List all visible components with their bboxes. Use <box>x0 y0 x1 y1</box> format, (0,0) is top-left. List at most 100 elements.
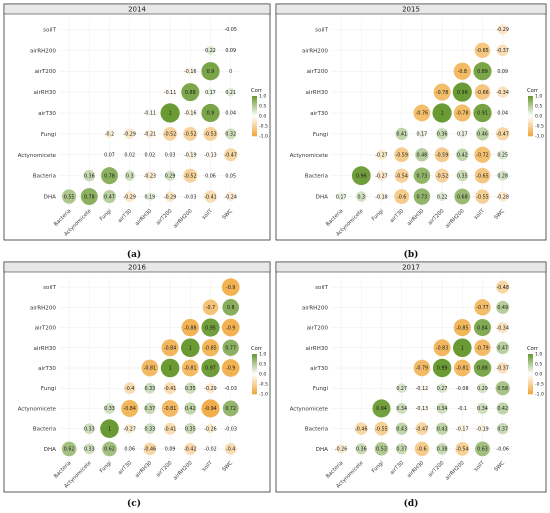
legend-gradient-step <box>252 364 257 366</box>
corr-value-label: 0.25 <box>497 152 508 158</box>
corr-circle <box>418 384 426 392</box>
corr-value-label: 0.36 <box>437 132 448 138</box>
legend-gradient-step <box>252 97 257 99</box>
legend-gradient-step <box>528 377 533 379</box>
corr-circle <box>229 427 233 431</box>
corr-value-label: 0.42 <box>497 406 508 412</box>
corr-value-label: -0.16 <box>184 111 196 117</box>
corr-circle <box>474 167 491 184</box>
corr-value-label: -0.81 <box>144 366 156 372</box>
corr-value-label: 0.33 <box>84 447 95 453</box>
corr-value-label: 1 <box>169 111 172 117</box>
corr-circle <box>455 442 470 456</box>
corr-value-label: 0.21 <box>225 90 236 96</box>
legend-gradient-step <box>528 366 533 368</box>
corr-value-label: -0.79 <box>476 345 488 351</box>
legend-gradient-step <box>252 363 257 365</box>
corr-value-label: 0.19 <box>145 194 156 200</box>
corr-circle <box>354 422 368 435</box>
legend-gradient-step <box>252 132 257 134</box>
legend-gradient-step <box>252 377 257 379</box>
legend-gradient-step <box>528 107 533 109</box>
corr-circle <box>228 27 233 32</box>
corr-value-label: -0.52 <box>184 132 196 138</box>
corr-value-label: 0.91 <box>477 111 488 117</box>
legend-gradient-step <box>252 120 257 122</box>
corr-value-label: 0.33 <box>84 426 95 432</box>
legend-gradient-step <box>528 376 533 378</box>
corr-value-label: -0.78 <box>436 90 448 96</box>
legend-gradient-step <box>252 107 257 109</box>
corr-value-label: -0.03 <box>224 386 236 392</box>
corr-circle <box>433 339 451 357</box>
corr-value-label: -0.28 <box>496 194 508 200</box>
legend-gradient-step <box>252 366 257 368</box>
corr-circle <box>432 358 452 378</box>
y-tick-label: airT30 <box>310 366 328 372</box>
corr-value-label: -0.81 <box>456 366 468 372</box>
corr-value-label: -0.55 <box>476 194 488 200</box>
legend-tick-label: -0.5 <box>259 382 268 388</box>
corr-circle <box>206 88 215 97</box>
corr-value-label: 0 <box>229 69 232 75</box>
legend-gradient-step <box>528 356 533 358</box>
legend-title: Corr <box>527 346 539 352</box>
corr-value-label: -0.65 <box>476 48 488 54</box>
legend-gradient-step <box>252 373 257 375</box>
corr-circle <box>436 422 449 435</box>
legend-gradient-step <box>528 370 533 372</box>
corr-circle <box>474 42 491 59</box>
legend-gradient-step <box>528 123 533 125</box>
corr-circle <box>413 104 431 122</box>
corr-circle <box>102 441 117 457</box>
legend-gradient-step <box>528 386 533 388</box>
corr-value-label: -0.8 <box>458 69 467 75</box>
legend-gradient-step <box>252 386 257 388</box>
corr-value-label: -0.34 <box>496 90 508 96</box>
corr-value-label: -0.41 <box>164 426 176 432</box>
corr-circle <box>356 191 367 202</box>
corr-circle <box>186 150 195 159</box>
legend-title: Corr <box>251 88 263 94</box>
y-tick-label: Actynomicete <box>18 406 57 412</box>
corr-value-label: -0.66 <box>476 90 488 96</box>
corr-value-label: -0.59 <box>395 152 407 158</box>
corr-circle <box>417 129 426 138</box>
corr-circle <box>473 62 492 81</box>
legend-gradient-step <box>252 382 257 384</box>
legend-gradient-step <box>528 122 533 124</box>
corr-value-label: 0.17 <box>205 90 216 96</box>
legend-gradient-step <box>252 379 257 381</box>
legend-gradient-step <box>252 390 257 392</box>
corr-circle <box>453 62 471 80</box>
corr-circle <box>395 127 408 141</box>
corr-circle <box>184 402 197 415</box>
panel-frame <box>3 3 271 241</box>
corr-circle <box>496 300 510 314</box>
corr-circle <box>474 146 491 163</box>
legend-gradient-step <box>528 391 533 393</box>
corr-value-label: 0.07 <box>104 152 115 158</box>
corr-value-label: 0.35 <box>457 173 468 179</box>
legend-gradient-step <box>528 379 533 381</box>
legend-gradient-step <box>528 129 533 131</box>
legend-tick-label: -1.0 <box>535 134 544 140</box>
corr-value-label: -0.47 <box>224 152 236 158</box>
legend-gradient-step <box>252 392 257 394</box>
corr-circle <box>496 127 510 141</box>
legend-gradient-step <box>252 360 257 362</box>
corr-circle <box>454 188 471 205</box>
legend-gradient-step <box>528 381 533 383</box>
legend-gradient-step <box>528 363 533 365</box>
legend-tick-label: 1.0 <box>259 352 266 358</box>
corr-circle <box>83 423 95 435</box>
legend-gradient-step <box>528 378 533 380</box>
corr-value-label: -0.77 <box>476 305 488 311</box>
corr-value-label: 0.41 <box>396 132 407 138</box>
legend-gradient-step <box>528 130 533 132</box>
legend-gradient-step <box>528 385 533 387</box>
corr-circle <box>221 359 240 377</box>
legend-gradient-step <box>528 359 533 361</box>
legend-gradient-step <box>252 388 257 390</box>
corr-value-label: -0.16 <box>184 69 196 75</box>
